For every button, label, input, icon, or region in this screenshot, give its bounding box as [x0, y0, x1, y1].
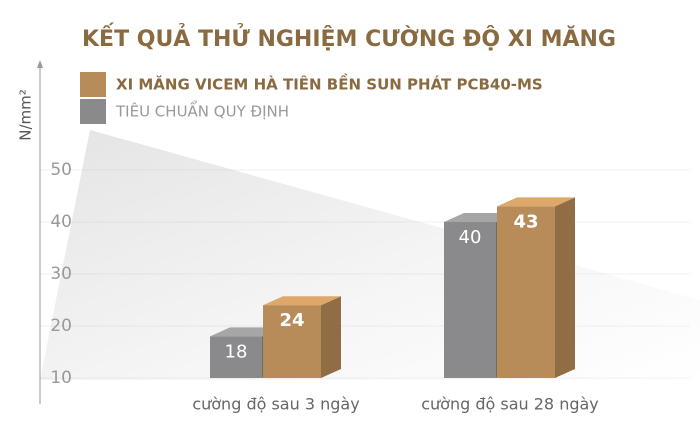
data-label: 24 [279, 310, 304, 331]
legend-swatch [80, 72, 106, 97]
bar [210, 336, 262, 378]
bar-side [321, 296, 341, 378]
bar-top [497, 197, 575, 207]
bar-top [263, 296, 341, 306]
background-shade [40, 130, 700, 380]
data-label: 43 [513, 211, 538, 232]
y-tick-label: 40 [50, 212, 72, 232]
y-tick-label: 10 [50, 368, 72, 388]
legend-swatch [80, 99, 106, 124]
x-tick-label: cường độ sau 28 ngày [421, 395, 599, 414]
chart-title: KẾT QUẢ THỬ NGHIỆM CƯỜNG ĐỘ XI MĂNG [82, 23, 616, 52]
legend-label: TIÊU CHUẨN QUY ĐỊNH [115, 100, 289, 121]
y-axis-arrow [37, 60, 43, 68]
bar [263, 305, 321, 378]
bar [444, 222, 496, 378]
y-tick-label: 50 [50, 160, 72, 180]
bar [497, 206, 555, 378]
y-axis-label: N/mm² [17, 89, 35, 141]
x-tick-label: cường độ sau 3 ngày [192, 395, 359, 414]
data-label: 18 [225, 341, 248, 362]
y-tick-label: 30 [50, 264, 72, 284]
data-label: 40 [459, 227, 482, 248]
bar-side [555, 197, 575, 378]
y-tick-label: 20 [50, 316, 72, 336]
legend-label: XI MĂNG VICEM HÀ TIÊN BỀN SUN PHÁT PCB40… [116, 73, 543, 94]
